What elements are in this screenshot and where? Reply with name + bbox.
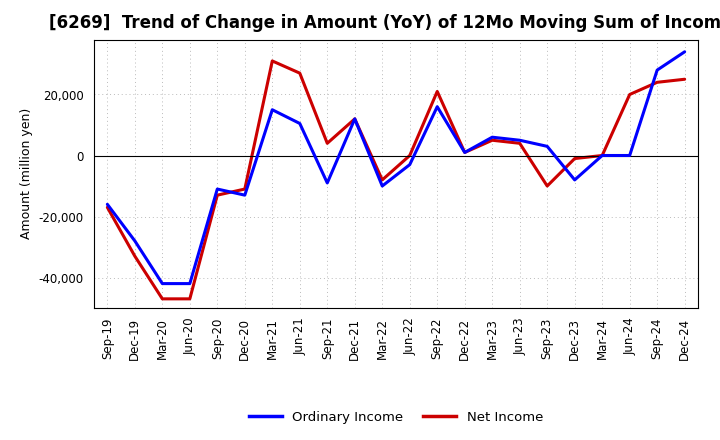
Net Income: [158, 296, 166, 301]
Net Income: [213, 193, 222, 198]
Net Income: [130, 253, 139, 259]
Ordinary Income: [103, 202, 112, 207]
Ordinary Income: [240, 193, 249, 198]
Ordinary Income: [516, 138, 524, 143]
Ordinary Income: [460, 150, 469, 155]
Net Income: [378, 177, 387, 183]
Net Income: [103, 205, 112, 210]
Net Income: [240, 187, 249, 192]
Net Income: [460, 150, 469, 155]
Ordinary Income: [130, 238, 139, 244]
Legend: Ordinary Income, Net Income: Ordinary Income, Net Income: [243, 405, 549, 429]
Ordinary Income: [186, 281, 194, 286]
Net Income: [598, 153, 606, 158]
Ordinary Income: [295, 121, 304, 126]
Net Income: [626, 92, 634, 97]
Ordinary Income: [323, 180, 332, 186]
Net Income: [268, 59, 276, 64]
Net Income: [405, 153, 414, 158]
Title: [6269]  Trend of Change in Amount (YoY) of 12Mo Moving Sum of Incomes: [6269] Trend of Change in Amount (YoY) o…: [49, 15, 720, 33]
Ordinary Income: [351, 116, 359, 121]
Net Income: [433, 89, 441, 94]
Net Income: [186, 296, 194, 301]
Net Income: [351, 116, 359, 121]
Net Income: [488, 138, 497, 143]
Ordinary Income: [213, 187, 222, 192]
Ordinary Income: [405, 162, 414, 167]
Net Income: [543, 183, 552, 189]
Y-axis label: Amount (million yen): Amount (million yen): [20, 108, 33, 239]
Ordinary Income: [570, 177, 579, 183]
Ordinary Income: [488, 135, 497, 140]
Ordinary Income: [680, 49, 689, 55]
Line: Net Income: Net Income: [107, 61, 685, 299]
Ordinary Income: [543, 144, 552, 149]
Net Income: [570, 156, 579, 161]
Ordinary Income: [268, 107, 276, 112]
Line: Ordinary Income: Ordinary Income: [107, 52, 685, 284]
Ordinary Income: [158, 281, 166, 286]
Ordinary Income: [378, 183, 387, 189]
Ordinary Income: [653, 67, 662, 73]
Net Income: [653, 80, 662, 85]
Net Income: [323, 141, 332, 146]
Ordinary Income: [433, 104, 441, 110]
Net Income: [295, 70, 304, 76]
Ordinary Income: [598, 153, 606, 158]
Net Income: [516, 141, 524, 146]
Net Income: [680, 77, 689, 82]
Ordinary Income: [626, 153, 634, 158]
